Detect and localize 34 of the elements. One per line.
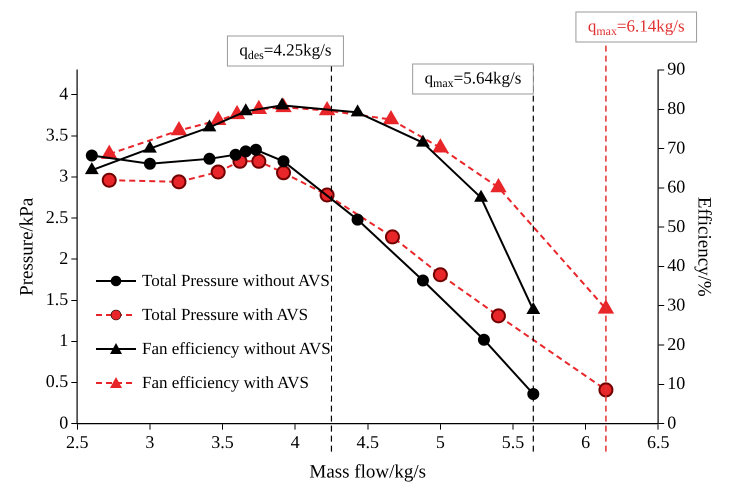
y2-tick-label: 90 bbox=[667, 58, 686, 79]
legend-label: Total Pressure with AVS bbox=[142, 305, 308, 325]
x-tick-label: 5.5 bbox=[502, 432, 524, 452]
x-tick-label: 4.5 bbox=[356, 432, 379, 452]
y-tick-label: 1.5 bbox=[46, 288, 68, 309]
x-tick-label: 3 bbox=[145, 432, 154, 452]
y-tick-label: 2.5 bbox=[46, 206, 68, 227]
legend-label: Total Pressure without AVS bbox=[142, 271, 330, 291]
y2-tick-label: 20 bbox=[667, 334, 686, 354]
y-tick-label: 1 bbox=[59, 330, 68, 350]
x-tick-label: 3.5 bbox=[211, 432, 234, 452]
y2-tick-label: 50 bbox=[667, 216, 686, 236]
x-tick-label: 4 bbox=[290, 432, 300, 452]
y2-axis-title: Efficiency/% bbox=[694, 196, 715, 297]
x-axis-title: Mass flow/kg/s bbox=[309, 462, 426, 483]
legend-label: Fan efficiency with AVS bbox=[142, 373, 309, 393]
y-tick-label: 2 bbox=[59, 248, 68, 268]
x-tick-label: 5 bbox=[436, 432, 445, 452]
y2-tick-label: 0 bbox=[667, 412, 676, 432]
y-tick-label: 3 bbox=[59, 166, 68, 186]
y-tick-label: 0.5 bbox=[46, 371, 68, 392]
y2-tick-label: 10 bbox=[667, 373, 686, 394]
y2-tick-label: 80 bbox=[667, 98, 686, 118]
y2-tick-label: 30 bbox=[667, 294, 686, 314]
x-tick-label: 6.5 bbox=[646, 432, 670, 452]
y-tick-label: 0 bbox=[59, 412, 68, 432]
y-tick-label: 3.5 bbox=[46, 124, 68, 145]
legend-label: Fan efficiency without AVS bbox=[142, 339, 331, 359]
y-tick-label: 4 bbox=[59, 83, 68, 104]
y2-tick-label: 60 bbox=[667, 176, 686, 197]
x-tick-label: 6 bbox=[581, 432, 590, 452]
y2-tick-label: 40 bbox=[667, 255, 686, 276]
y2-tick-label: 70 bbox=[667, 137, 686, 158]
y-axis-title: Pressure/kPa bbox=[16, 197, 38, 296]
